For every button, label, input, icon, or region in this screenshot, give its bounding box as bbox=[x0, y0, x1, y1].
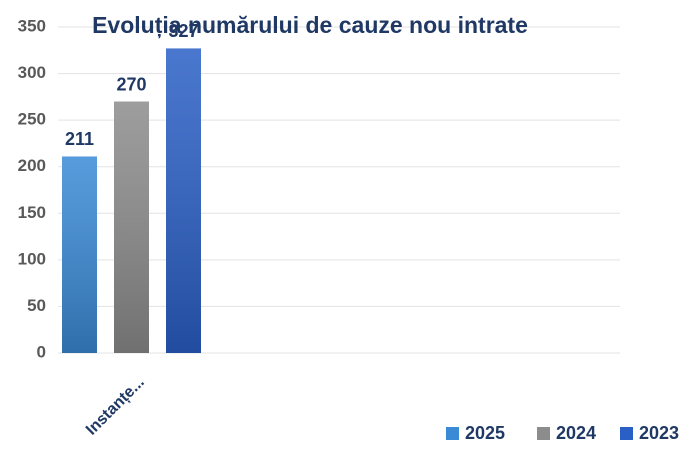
legend-swatch bbox=[446, 427, 459, 440]
chart-title: Evoluția numărului de cauze nou intrate bbox=[92, 12, 528, 39]
y-tick-label: 350 bbox=[18, 16, 46, 35]
data-label: 211 bbox=[65, 129, 94, 149]
legend-label: 2024 bbox=[556, 423, 596, 443]
bar bbox=[114, 101, 149, 353]
data-label: 270 bbox=[116, 74, 146, 94]
y-tick-label: 250 bbox=[18, 110, 46, 129]
y-tick-label: 300 bbox=[18, 63, 46, 82]
y-tick-label: 50 bbox=[27, 296, 46, 315]
legend-label: 2023 bbox=[639, 423, 679, 443]
y-tick-label: 150 bbox=[18, 203, 46, 222]
bar bbox=[166, 48, 201, 354]
legend-swatch bbox=[620, 427, 633, 440]
legend-label: 2025 bbox=[465, 423, 505, 443]
y-tick-label: 0 bbox=[37, 342, 46, 361]
data-label: 327 bbox=[168, 21, 198, 41]
y-tick-label: 100 bbox=[18, 249, 46, 268]
y-tick-label: 200 bbox=[18, 156, 46, 175]
bar bbox=[62, 156, 97, 353]
legend-swatch bbox=[537, 427, 550, 440]
x-tick-label: Instanțe... bbox=[83, 374, 148, 439]
